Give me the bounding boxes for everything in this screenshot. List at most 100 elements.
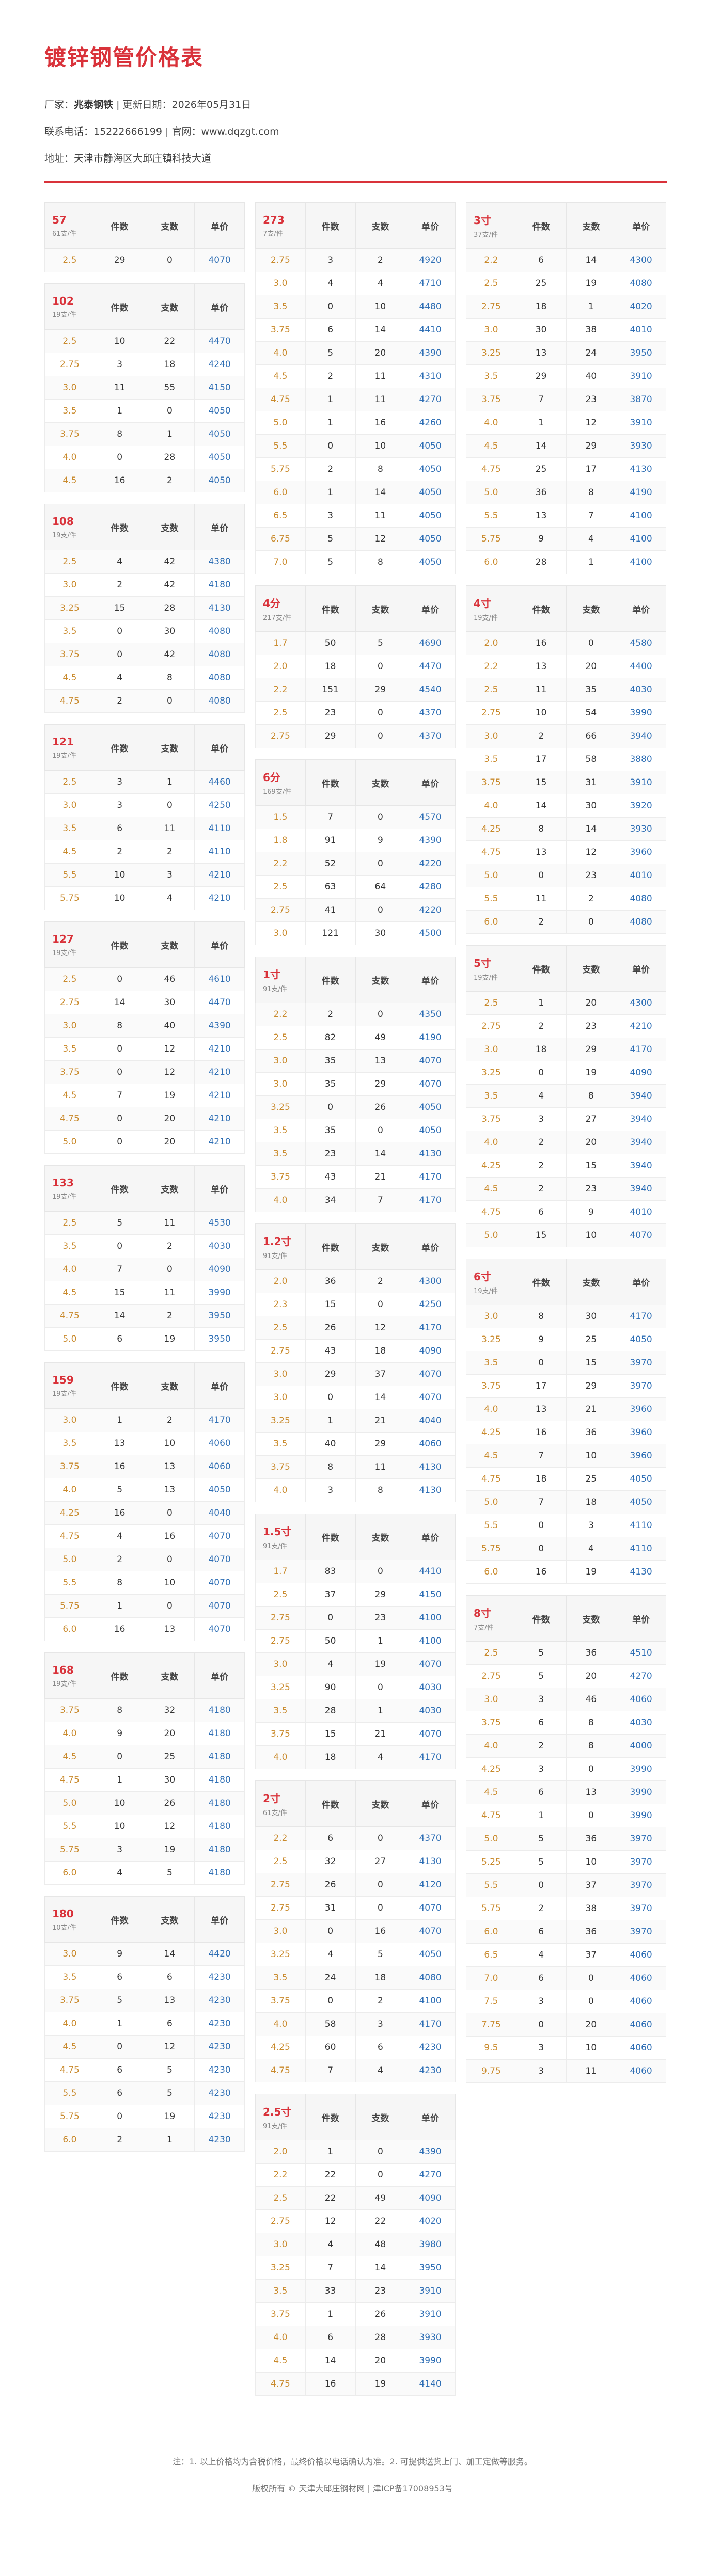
price-cell: 4230: [194, 2128, 245, 2152]
price-table: 1.2寸 91支/件 件数 支数 单价 2.0 36 2 4300 2.3 15 0 4250 2.5 26…: [255, 1223, 456, 1502]
thickness-cell: 3.0: [255, 272, 306, 295]
table-row: 4.5 15 11 3990: [44, 1281, 245, 1305]
table-row: 3.5 24 18 4080: [255, 1966, 456, 1990]
price-cell: 4180: [194, 1722, 245, 1745]
pieces-per-bundle: 10支/件: [52, 1923, 76, 1932]
count-cell: 19: [566, 272, 617, 295]
table-row: 1.8 91 9 4390: [255, 829, 456, 852]
price-cell: 3970: [616, 1827, 666, 1851]
pieces-cell: 36: [305, 1269, 356, 1293]
price-header: 单价: [405, 2094, 456, 2140]
table-row: 2.2 22 0 4270: [255, 2163, 456, 2187]
count-cell: 42: [144, 573, 195, 597]
count-cell: 8: [566, 481, 617, 504]
price-cell: 4060: [194, 1432, 245, 1455]
thickness-cell: 5.5: [44, 863, 95, 887]
price-cell: 4420: [194, 1942, 245, 1966]
pieces-cell: 10: [94, 1815, 145, 1838]
pieces-cell: 1: [305, 411, 356, 435]
spec-name-cell: 168 19支/件: [44, 1652, 95, 1699]
thickness-cell: 4.75: [255, 2372, 306, 2396]
pieces-cell: 8: [94, 1571, 145, 1595]
thickness-cell: 4.5: [466, 1177, 516, 1201]
price-cell: 3990: [616, 1804, 666, 1827]
price-cell: 4530: [194, 1211, 245, 1235]
table-row: 4.75 16 19 4140: [255, 2372, 456, 2396]
thickness-cell: 4.5: [466, 434, 516, 458]
count-cell: 0: [355, 655, 406, 678]
count-cell: 10: [566, 1223, 617, 1247]
thickness-cell: 3.75: [44, 643, 95, 666]
thickness-cell: 4.75: [466, 1467, 516, 1491]
count-cell: 6: [355, 2036, 406, 2059]
count-cell: 8: [355, 1478, 406, 1502]
thickness-cell: 4.75: [255, 388, 306, 411]
pieces-cell: 29: [305, 1362, 356, 1386]
pieces-cell: 8: [94, 1698, 145, 1722]
price-cell: 4080: [405, 1966, 456, 1990]
table-row: 3.0 29 37 4070: [255, 1362, 456, 1386]
thickness-cell: 2.3: [255, 1293, 306, 1316]
pieces-per-bundle: 61支/件: [263, 1809, 287, 1817]
price-header: 单价: [616, 202, 666, 249]
count-cell: 30: [144, 1768, 195, 1792]
pieces-cell: 8: [305, 1455, 356, 1479]
count-cell: 28: [144, 596, 195, 620]
table-header: 2.5寸 91支/件 件数 支数 单价: [255, 2094, 456, 2140]
thickness-cell: 3.75: [44, 1698, 95, 1722]
price-cell: 4410: [405, 318, 456, 342]
table-row: 3.5 6 11 4110: [44, 817, 245, 840]
pieces-cell: 4: [94, 666, 145, 690]
thickness-cell: 2.75: [255, 1606, 306, 1630]
price-cell: 4150: [405, 1583, 456, 1607]
price-cell: 4050: [194, 1478, 245, 1502]
thickness-cell: 3.5: [44, 619, 95, 643]
table-row: 3.0 3 0 4250: [44, 793, 245, 817]
table-row: 4.0 3 8 4130: [255, 1478, 456, 1502]
count-cell: 0: [355, 2163, 406, 2187]
pieces-cell: 6: [94, 817, 145, 840]
price-cell: 4300: [405, 1269, 456, 1293]
thickness-cell: 3.0: [44, 1014, 95, 1038]
table-row: 2.2 52 0 4220: [255, 852, 456, 876]
pieces-cell: 11: [515, 887, 567, 911]
pieces-header: 件数: [94, 283, 145, 330]
price-table: 5寸 19支/件 件数 支数 单价 2.5 1 20 4300 2.75 2 23 4210 3.0 18 2…: [466, 945, 666, 1247]
pieces-cell: 3: [515, 1107, 567, 1131]
count-cell: 29: [355, 678, 406, 702]
count-cell: 14: [355, 1142, 406, 1166]
price-cell: 4300: [616, 248, 666, 272]
thickness-cell: 3.5: [466, 364, 516, 388]
price-cell: 4150: [194, 376, 245, 400]
table-row: 3.5 6 6 4230: [44, 1965, 245, 1989]
thickness-cell: 4.75: [44, 2058, 95, 2082]
count-cell: 11: [355, 364, 406, 388]
price-cell: 4230: [194, 2012, 245, 2036]
table-row: 2.5 3 1 4460: [44, 770, 245, 794]
thickness-cell: 3.75: [466, 771, 516, 794]
thickness-cell: 3.0: [44, 573, 95, 597]
table-row: 4.0 0 28 4050: [44, 446, 245, 469]
pipe-size: 180: [52, 1907, 74, 1920]
price-cell: 4170: [194, 1408, 245, 1432]
price-cell: 4390: [405, 2140, 456, 2164]
count-cell: 19: [566, 1061, 617, 1085]
table-header: 159 19支/件 件数 支数 单价: [44, 1362, 245, 1409]
thickness-cell: 2.75: [255, 1339, 306, 1363]
pieces-cell: 5: [515, 1827, 567, 1851]
table-row: 5.5 0 37 3970: [466, 1873, 666, 1897]
table-row: 3.0 30 38 4010: [466, 318, 666, 342]
table-row: 3.25 1 21 4040: [255, 1409, 456, 1433]
thickness-cell: 2.2: [255, 852, 306, 876]
thickness-cell: 4.0: [255, 2012, 306, 2036]
table-row: 5.0 2 0 4070: [44, 1548, 245, 1571]
count-cell: 15: [566, 1351, 617, 1375]
count-cell: 5: [144, 2081, 195, 2105]
thickness-cell: 3.5: [255, 295, 306, 319]
table-row: 2.75 14 30 4470: [44, 991, 245, 1014]
count-cell: 0: [355, 852, 406, 876]
spec-name-cell: 2.5寸 91支/件: [255, 2094, 306, 2140]
thickness-cell: 1.7: [255, 1560, 306, 1583]
thickness-cell: 2.5: [44, 770, 95, 794]
